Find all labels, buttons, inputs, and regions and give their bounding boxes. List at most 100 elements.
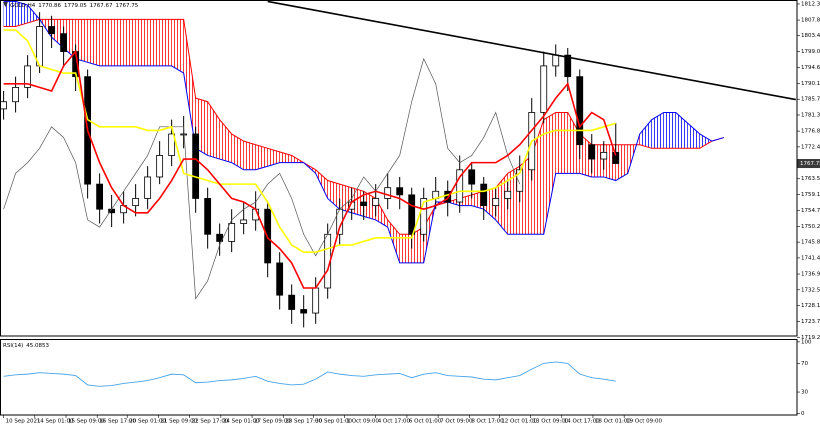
candle-body xyxy=(276,262,284,296)
candle-body xyxy=(156,155,164,178)
candle-body xyxy=(360,201,368,207)
cloud-segment xyxy=(159,19,172,66)
price-frame xyxy=(0,0,798,337)
x-tick-label: 6 Oct 01:00 xyxy=(409,419,442,425)
y-tick-label: 1728.10 xyxy=(801,303,820,309)
cloud-segment xyxy=(663,112,676,149)
rsi-name: RSI(14) xyxy=(3,343,23,349)
candle-body xyxy=(288,294,296,310)
cloud-segment xyxy=(639,119,652,149)
cloud-segment xyxy=(231,133,244,170)
candle-body xyxy=(492,198,500,207)
cloud-segment xyxy=(399,234,412,263)
rsi-line xyxy=(3,361,616,387)
candle-body xyxy=(420,198,428,235)
candle-body xyxy=(96,183,104,210)
rsi-panel: 100 70 30 0 RSI(14) 45.0853 xyxy=(3,339,812,417)
indicator-line xyxy=(3,29,616,253)
last-price-label: 1767.75 xyxy=(800,161,820,167)
cloud-segment xyxy=(555,112,568,174)
candle-body xyxy=(24,65,32,88)
y-tick-label: 0 xyxy=(801,411,805,417)
y-tick-label: 1759.10 xyxy=(801,192,820,198)
candle-body xyxy=(168,133,176,156)
header-icon xyxy=(3,2,8,7)
y-tick-label: 1803.45 xyxy=(801,33,820,39)
x-tick-label: 12 Oct 01:00 xyxy=(501,419,537,425)
cloud-segment xyxy=(147,19,160,66)
candle-body xyxy=(600,151,608,160)
cloud-segment xyxy=(171,19,184,74)
candle-body xyxy=(504,190,512,199)
cloud-segment xyxy=(27,5,40,23)
last-price-box xyxy=(797,159,820,169)
y-tick-label: 1750.20 xyxy=(801,224,820,230)
x-tick-label: 30 Sep 01:00 xyxy=(315,419,352,425)
candle-body xyxy=(60,33,68,52)
header-value: 1767.75 xyxy=(116,3,139,9)
candle-body xyxy=(216,233,224,242)
cloud-segment xyxy=(183,19,196,149)
candle-body xyxy=(444,190,452,203)
candle-body xyxy=(180,133,188,136)
cloud-segment xyxy=(219,119,232,163)
x-tick-label: 20 Sep 01:00 xyxy=(129,419,166,425)
x-tick-label: 16 Sep 17:00 xyxy=(99,419,136,425)
header-value: 1770.86 xyxy=(38,3,61,9)
y-tick-label: 100 xyxy=(801,339,812,345)
cloud-segment xyxy=(267,148,280,167)
x-tick-label: 15 Sep 09:00 xyxy=(68,419,105,425)
header-value: 1767.67 xyxy=(90,3,113,9)
x-tick-label: 10 Sep 2021 xyxy=(6,419,41,425)
y-tick-label: 1732.50 xyxy=(801,287,820,293)
x-tick-label: 14 Sep 01:00 xyxy=(37,419,74,425)
candle-body xyxy=(480,183,488,207)
candle-body xyxy=(0,101,8,110)
cloud-segment xyxy=(687,123,700,149)
y-tick-label: 1799.00 xyxy=(801,49,820,55)
y-tick-label: 1741.40 xyxy=(801,255,820,261)
y-tick-label: 1807.80 xyxy=(801,18,820,24)
candle-body xyxy=(576,76,584,146)
candle-body xyxy=(240,219,248,224)
x-tick-label: 27 Sep 09:00 xyxy=(254,419,291,425)
x-tick-label: 1 Oct 09:00 xyxy=(346,419,379,425)
candle-body xyxy=(588,144,596,160)
candle-body xyxy=(204,198,212,235)
candle-body xyxy=(12,87,20,103)
y-tick-label: 1736.90 xyxy=(801,272,820,278)
cloud-segment xyxy=(411,227,424,263)
rsi-value: 45.0853 xyxy=(26,343,49,349)
trendline xyxy=(267,0,796,101)
x-tick-label: 8 Oct 17:00 xyxy=(471,419,504,425)
rsi-header: RSI(14) 45.0853 xyxy=(3,343,49,349)
candle-body xyxy=(144,176,152,199)
cloud-segment xyxy=(87,19,100,66)
cloud-segment xyxy=(651,112,664,149)
cloud-segment xyxy=(543,112,556,235)
x-tick-label: 22 Sep 17:00 xyxy=(192,419,229,425)
candle-body xyxy=(612,151,620,164)
candle-body xyxy=(516,169,524,192)
cloud-segment xyxy=(123,19,136,66)
candle-body xyxy=(456,169,464,203)
header-value: GOLD,H4 xyxy=(10,3,36,9)
cloud-segment xyxy=(135,19,148,66)
candle-body xyxy=(384,187,392,199)
y-tick-label: 70 xyxy=(801,361,808,367)
x-tick-label: 19 Oct 09:00 xyxy=(626,419,662,425)
candle-body xyxy=(396,187,404,196)
candle-body xyxy=(192,133,200,199)
candle-body xyxy=(468,169,476,185)
chart-header: GOLD,H4 1770.86 1779.05 1767.67 1767.75 xyxy=(10,3,139,9)
candle-body xyxy=(564,54,572,78)
y-tick-label: 1790.10 xyxy=(801,81,820,87)
candle-body xyxy=(540,65,548,113)
x-tick-label: 18 Oct 01:00 xyxy=(595,419,631,425)
y-tick-label: 1754.70 xyxy=(801,208,820,214)
cloud-segment xyxy=(111,19,124,66)
candle-body xyxy=(48,26,56,35)
x-tick-label: 24 Sep 01:00 xyxy=(223,419,260,425)
rsi-frame xyxy=(0,339,798,416)
